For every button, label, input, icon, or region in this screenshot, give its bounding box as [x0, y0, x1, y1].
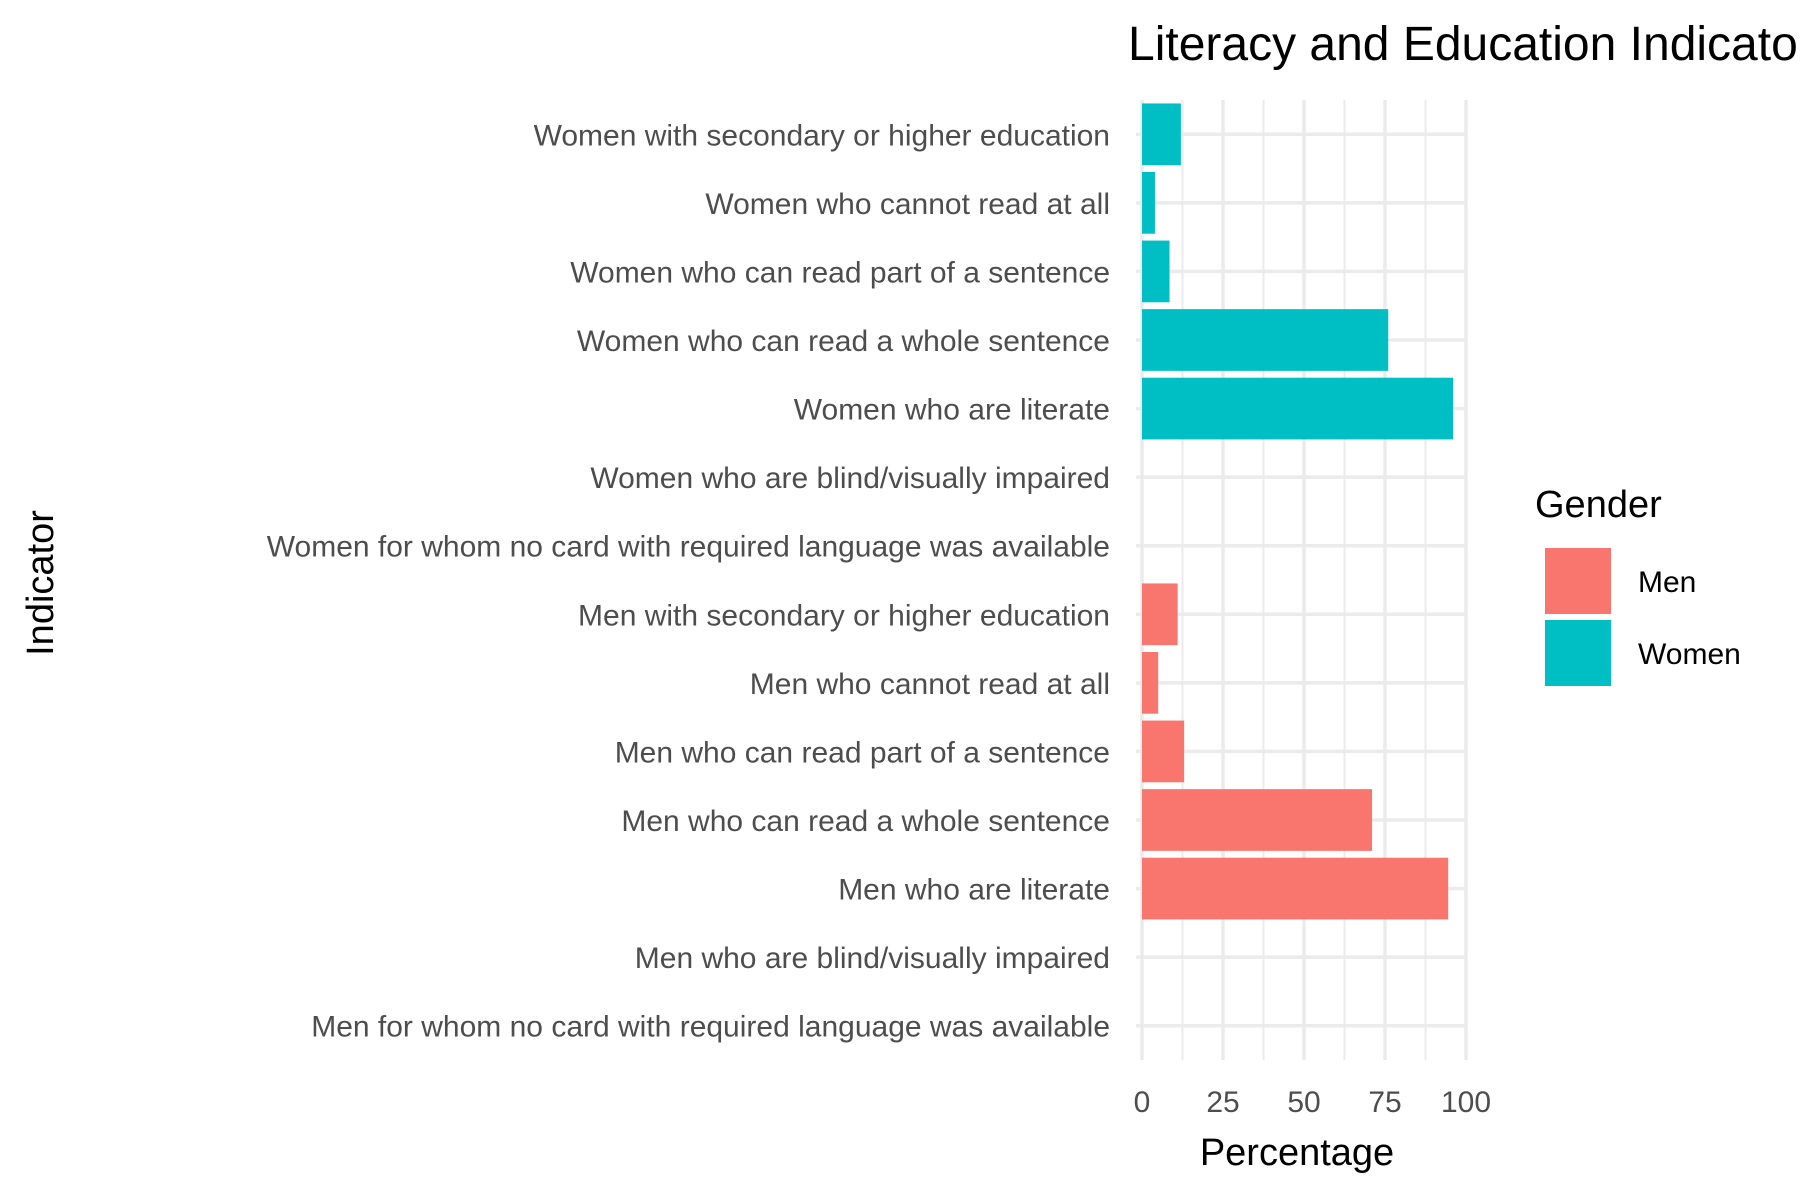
legend-entries: Men Women: [1545, 548, 1741, 686]
category-label: Women with secondary or higher education: [534, 119, 1110, 152]
category-label: Men with secondary or higher education: [578, 599, 1110, 632]
legend-title: Gender: [1535, 484, 1662, 526]
bar: [1142, 652, 1159, 714]
category-label: Men who cannot read at all: [750, 668, 1110, 701]
category-label: Women who can read a whole sentence: [577, 325, 1110, 358]
category-label: Women who can read part of a sentence: [570, 256, 1110, 289]
bar: [1142, 172, 1155, 234]
bar: [1142, 789, 1373, 851]
y-axis-title: Indicator: [20, 510, 62, 656]
chart-title: Literacy and Education Indicators: [1128, 18, 1800, 71]
category-labels: Women with secondary or higher education…: [267, 119, 1110, 1043]
x-tick-labels: 0 25 50 75 100: [1134, 1086, 1491, 1119]
x-axis-title: Percentage: [1200, 1132, 1394, 1174]
category-label: Women for whom no card with required lan…: [267, 531, 1110, 564]
bar: [1142, 720, 1185, 783]
bar: [1142, 240, 1170, 303]
bar: [1142, 583, 1178, 646]
category-label: Women who are literate: [794, 394, 1110, 427]
category-label: Men who are literate: [838, 874, 1110, 907]
legend-label: Men: [1638, 566, 1696, 599]
bar: [1142, 377, 1454, 440]
category-label: Men who can read a whole sentence: [621, 805, 1110, 838]
legend-label: Women: [1638, 638, 1741, 671]
legend: Gender Men Women: [1535, 484, 1741, 686]
category-label: Men who are blind/visually impaired: [635, 942, 1110, 975]
x-tick-label: 100: [1441, 1086, 1491, 1119]
category-label: Men who can read part of a sentence: [615, 736, 1110, 769]
x-tick-label: 75: [1368, 1086, 1401, 1119]
bars: [1142, 103, 1454, 920]
bar: [1142, 857, 1449, 920]
x-tick-label: 50: [1287, 1086, 1320, 1119]
legend-swatch: [1545, 548, 1611, 614]
bar: [1142, 309, 1389, 371]
legend-swatch: [1545, 620, 1611, 686]
category-label: Women who cannot read at all: [705, 188, 1110, 221]
x-tick-label: 0: [1134, 1086, 1151, 1119]
category-label: Men for whom no card with required langu…: [311, 1011, 1110, 1044]
category-label: Women who are blind/visually impaired: [590, 462, 1110, 495]
x-tick-label: 25: [1206, 1086, 1239, 1119]
bar: [1142, 103, 1181, 166]
